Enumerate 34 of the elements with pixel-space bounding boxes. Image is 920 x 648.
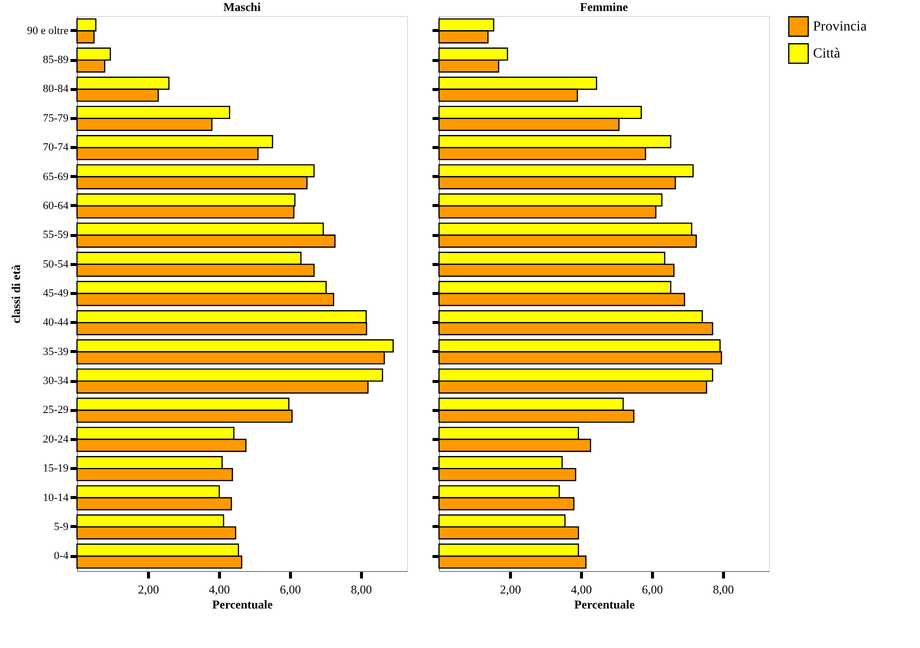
x-tick-label: 8,00: [712, 582, 734, 596]
x-tick-label: 2,00: [500, 582, 521, 596]
y-tick-label: 25-29: [42, 404, 69, 416]
y-tick-label: 45-49: [42, 288, 69, 300]
x-tick-label: 6,00: [642, 582, 663, 596]
y-tick-label: 80-84: [42, 83, 69, 96]
legend-label: Provincia: [813, 20, 868, 34]
x-tick-label: 4,00: [208, 582, 230, 596]
y-tick-label: 75-79: [42, 112, 69, 124]
x-axis-title: Percentuale: [574, 598, 636, 612]
y-tick-label: 10-14: [42, 492, 69, 504]
chart-title: Femmine: [580, 0, 629, 14]
y-tick-label: 5-9: [54, 520, 69, 533]
y-tick-label: 30-34: [42, 375, 69, 388]
y-axis-title: classi di età: [8, 264, 23, 324]
chart-title: Maschi: [223, 0, 262, 14]
y-tick-label: 20-24: [42, 433, 69, 446]
y-tick-label: 70-74: [42, 142, 69, 154]
y-tick-label: 0-4: [54, 550, 69, 562]
y-tick-label: 55-59: [42, 229, 69, 242]
y-tick-label: 40-44: [42, 316, 69, 329]
y-tick-label: 65-69: [42, 170, 69, 183]
x-axis-title: Percentuale: [212, 598, 274, 612]
x-tick-label: 4,00: [570, 582, 592, 596]
x-tick-label: 2,00: [138, 582, 159, 596]
y-tick-label: 60-64: [42, 200, 69, 212]
x-tick-label: 6,00: [280, 582, 301, 596]
y-tick-label: 85-89: [42, 54, 69, 66]
y-tick-label: 50-54: [42, 258, 69, 270]
y-tick-label: 15-19: [42, 462, 69, 475]
legend-label: Città: [813, 46, 842, 62]
y-tick-label: 35-39: [42, 346, 69, 358]
y-tick-label: 90 e oltre: [26, 24, 69, 37]
x-tick-label: 8,00: [350, 582, 372, 596]
